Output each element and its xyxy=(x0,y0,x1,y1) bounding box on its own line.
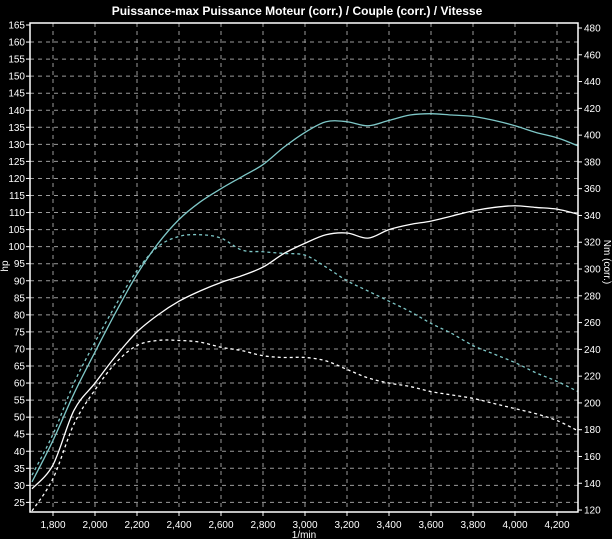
y-right-tick-label: 340 xyxy=(584,211,601,222)
series-line-4 xyxy=(31,339,579,512)
series-line-1 xyxy=(31,113,579,483)
x-tick-label: 2,800 xyxy=(250,520,275,531)
y-left-tick-label: 150 xyxy=(8,72,25,83)
y-right-tick-label: 420 xyxy=(584,104,601,115)
series-line-3 xyxy=(31,233,579,476)
y-left-tick-label: 140 xyxy=(8,106,25,117)
grid xyxy=(30,23,578,512)
y-right-tick-label: 280 xyxy=(584,291,601,302)
y-left-tick-label: 100 xyxy=(8,242,25,253)
series-line-2 xyxy=(31,205,579,490)
y-right-tick-label: 200 xyxy=(584,398,601,409)
y-right-tick-label: 360 xyxy=(584,184,601,195)
y-left-tick-label: 55 xyxy=(14,396,26,407)
y-left-tick-label: 30 xyxy=(14,481,26,492)
y-right-tick-label: 140 xyxy=(584,479,601,490)
x-tick-label: 4,200 xyxy=(544,520,569,531)
x-tick-label: 3,400 xyxy=(376,520,401,531)
y-right-tick-label: 380 xyxy=(584,157,601,168)
y-axis-label-right: Nm (corr.) xyxy=(601,240,612,284)
y-left-tick-label: 145 xyxy=(8,89,25,100)
x-tick-label: 2,000 xyxy=(82,520,107,531)
y-right-tick-label: 400 xyxy=(584,131,601,142)
y-right-tick-label: 300 xyxy=(584,265,601,276)
x-tick-label: 1,800 xyxy=(40,520,65,531)
y-left-tick-label: 110 xyxy=(9,208,25,219)
y-left-tick-label: 85 xyxy=(14,293,26,304)
y-left-tick-label: 70 xyxy=(14,344,26,355)
chart-title: Puissance-max Puissance Moteur (corr.) /… xyxy=(112,4,483,18)
y-right-tick-label: 240 xyxy=(584,345,601,356)
y-left-tick-label: 60 xyxy=(14,379,26,390)
y-left-tick-label: 125 xyxy=(8,157,25,168)
y-left-tick-label: 75 xyxy=(14,327,26,338)
y-left-tick-label: 105 xyxy=(8,225,25,236)
x-axis-label: 1/min xyxy=(292,530,316,539)
y-left-tick-label: 120 xyxy=(8,174,25,185)
x-tick-label: 3,200 xyxy=(334,520,359,531)
series-lines xyxy=(31,113,579,512)
y-left-tick-label: 165 xyxy=(8,21,25,32)
y-axis-label-left: hp xyxy=(0,260,11,272)
y-left-tick-label: 160 xyxy=(8,38,25,49)
plot-frame xyxy=(29,22,579,513)
y-right-tick-label: 260 xyxy=(584,318,601,329)
y-left-tick-label: 50 xyxy=(14,413,26,424)
y-left-tick-label: 40 xyxy=(14,447,26,458)
y-left-tick-label: 95 xyxy=(14,259,26,270)
y-right-tick-label: 460 xyxy=(584,50,601,61)
y-right-tick-label: 160 xyxy=(584,452,601,463)
y-left-tick-label: 115 xyxy=(9,191,25,202)
y-right-tick-label: 220 xyxy=(584,372,601,383)
x-tick-label: 3,000 xyxy=(292,520,317,531)
y-left-tick-label: 155 xyxy=(8,55,25,66)
y-left-tick-label: 90 xyxy=(14,276,26,287)
y-left-tick-label: 130 xyxy=(8,140,25,151)
y-left-tick-label: 25 xyxy=(14,498,26,509)
axis-ticks: 25 30 35 40 45 50 55 60 65 70 75 80 85 90 95 100 105 110 1… xyxy=(8,21,601,532)
x-tick-label: 4,000 xyxy=(502,520,527,531)
y-left-tick-label: 35 xyxy=(14,464,26,475)
x-tick-label: 2,600 xyxy=(208,520,233,531)
y-left-tick-label: 45 xyxy=(14,430,26,441)
y-right-tick-label: 440 xyxy=(584,77,601,88)
y-left-tick-label: 80 xyxy=(14,310,26,321)
y-right-tick-label: 180 xyxy=(584,425,601,436)
y-right-tick-label: 480 xyxy=(584,24,601,35)
y-left-tick-label: 65 xyxy=(14,362,26,373)
x-tick-label: 2,200 xyxy=(124,520,149,531)
x-tick-label: 2,400 xyxy=(166,520,191,531)
y-right-tick-label: 320 xyxy=(584,238,601,249)
x-tick-label: 3,600 xyxy=(418,520,443,531)
y-right-tick-label: 120 xyxy=(584,506,601,517)
y-left-tick-label: 135 xyxy=(8,123,25,134)
x-tick-label: 3,800 xyxy=(460,520,485,531)
